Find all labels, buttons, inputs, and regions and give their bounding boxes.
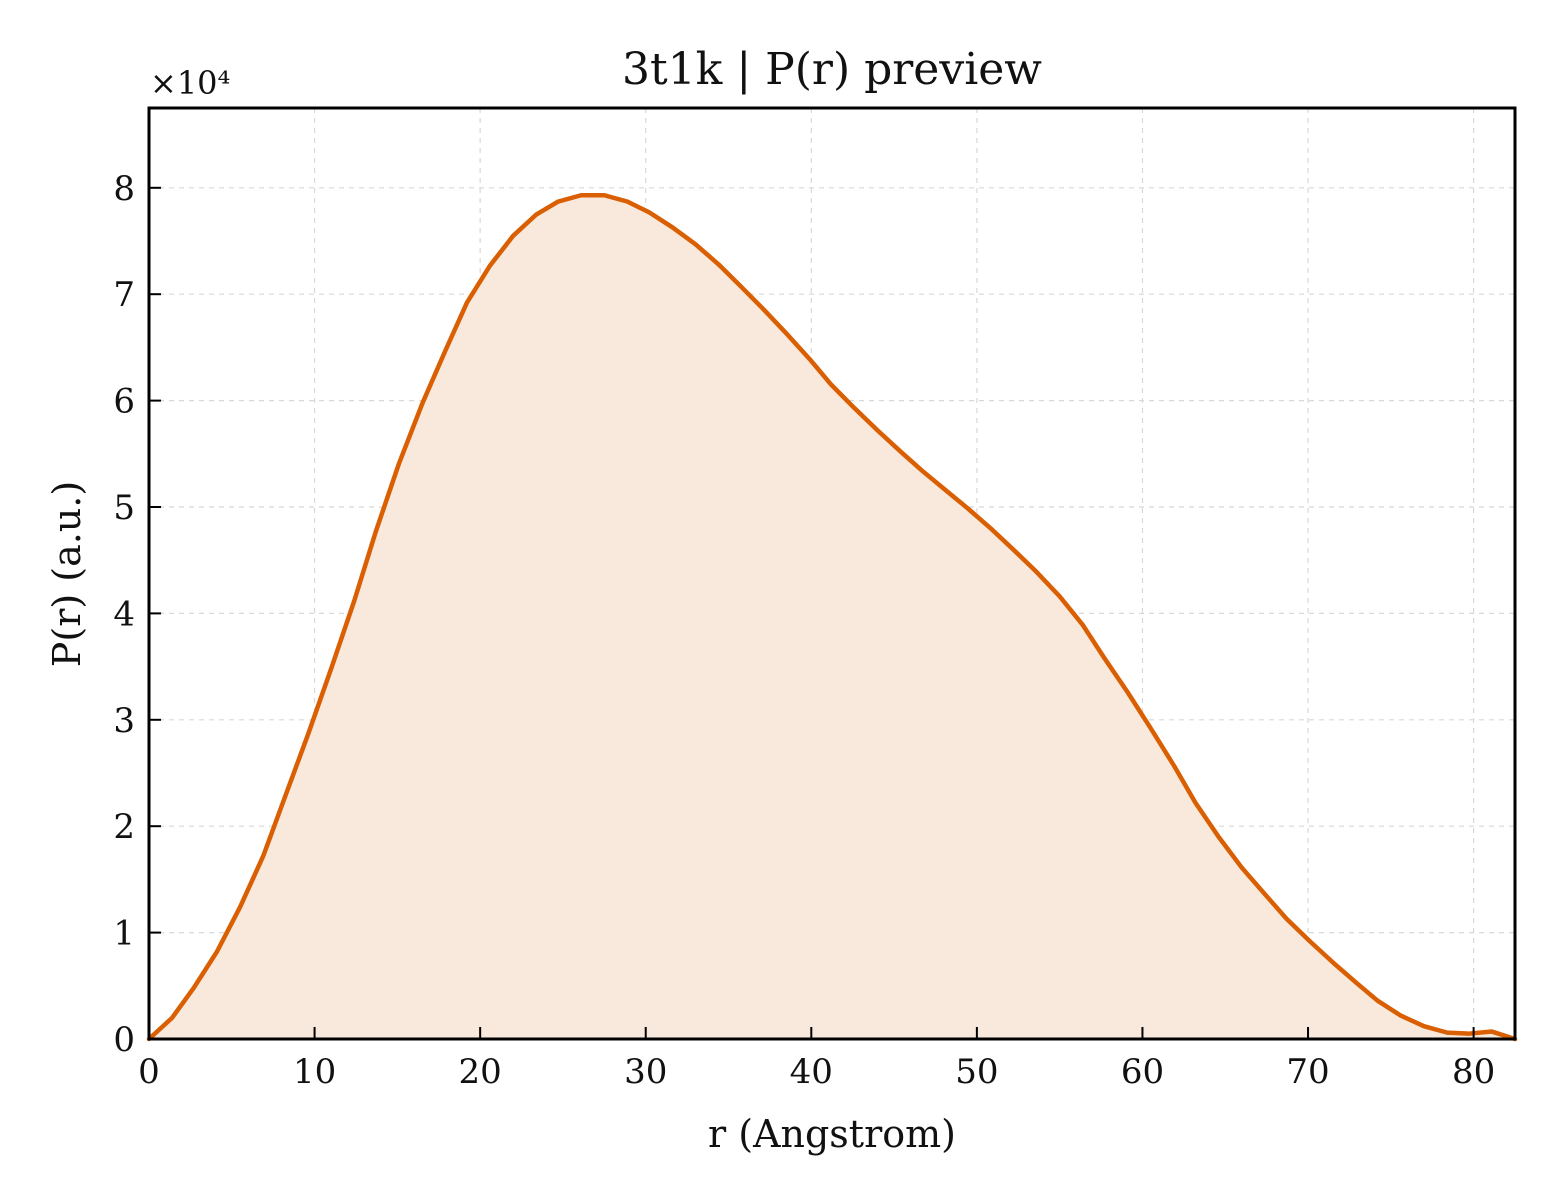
axes-layer xyxy=(147,106,1517,1041)
y-axis-scale-note: ×10⁴ xyxy=(150,64,230,102)
y-tick-label-0: 0 xyxy=(113,1020,135,1060)
line-layer xyxy=(146,193,1518,1042)
y-tick-label-7: 7 xyxy=(113,275,135,315)
y-tick-label-4: 4 xyxy=(113,594,135,634)
x-tick-label-2: 20 xyxy=(459,1052,502,1092)
y-tick-label-6: 6 xyxy=(113,382,135,422)
x-tick-label-4: 40 xyxy=(790,1052,833,1092)
y-tick-label-8: 8 xyxy=(113,169,135,209)
x-tick-label-3: 30 xyxy=(624,1052,667,1092)
chart-title: 3t1k | P(r) preview xyxy=(622,44,1042,95)
ticks-layer: 0 10 20 30 40 50 60 70 80 0 1 2 3 4 5 6 7 8 xyxy=(113,169,1495,1092)
x-axis-label: r (Angstrom) xyxy=(708,1112,956,1156)
y-tick-label-3: 3 xyxy=(113,701,135,741)
plot-frame xyxy=(147,106,1517,1041)
y-tick-label-1: 1 xyxy=(113,914,135,954)
pr-area-fill xyxy=(149,195,1515,1039)
y-tick-label-5: 5 xyxy=(113,488,135,528)
x-tick-label-5: 50 xyxy=(955,1052,998,1092)
x-tick-label-8: 80 xyxy=(1452,1052,1495,1092)
x-tick-label-1: 10 xyxy=(293,1052,336,1092)
x-tick-label-6: 60 xyxy=(1121,1052,1164,1092)
area-layer xyxy=(149,195,1515,1039)
y-axis-label: P(r) (a.u.) xyxy=(45,481,89,667)
x-tick-label-7: 70 xyxy=(1286,1052,1329,1092)
y-tick-label-2: 2 xyxy=(113,807,135,847)
x-tick-label-0: 0 xyxy=(138,1052,160,1092)
pr-series-line xyxy=(146,193,1518,1042)
